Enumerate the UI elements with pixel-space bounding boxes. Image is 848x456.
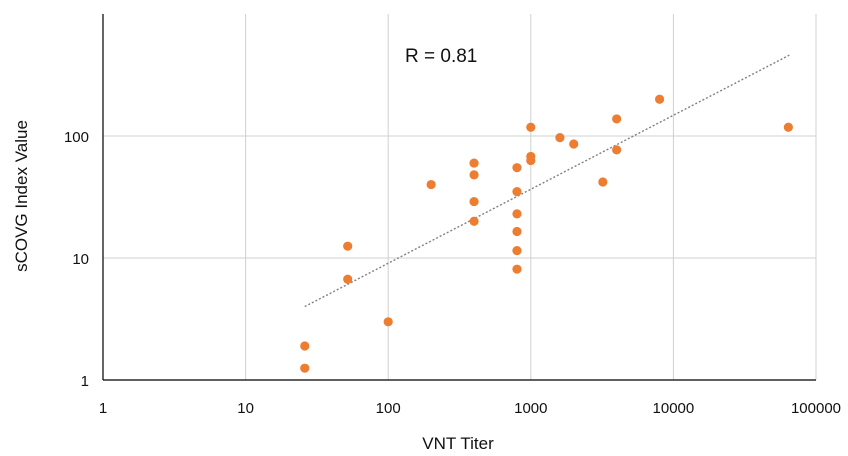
data-point bbox=[512, 187, 522, 197]
y-tick-label: 100 bbox=[64, 129, 89, 146]
y-tick-label: 10 bbox=[72, 251, 89, 268]
data-point bbox=[612, 114, 622, 124]
x-tick-label: 1000 bbox=[514, 400, 547, 417]
x-tick-label: 100 bbox=[376, 400, 401, 417]
y-tick-label: 1 bbox=[81, 373, 89, 390]
grid-lines bbox=[103, 14, 817, 380]
data-point bbox=[569, 139, 579, 149]
tick-labels: 1 10 100 1000 10000 100000 1 10 100 bbox=[64, 129, 841, 417]
data-point bbox=[598, 177, 608, 187]
x-tick-label: 10000 bbox=[653, 400, 695, 417]
y-axis-title: sCOVG Index Value bbox=[12, 120, 31, 272]
data-point bbox=[426, 179, 436, 190]
data-point bbox=[383, 317, 393, 327]
data-point bbox=[526, 122, 536, 132]
correlation-annotation: R = 0.81 bbox=[405, 46, 477, 67]
data-point bbox=[555, 133, 565, 143]
data-point bbox=[512, 245, 522, 256]
data-point bbox=[469, 216, 479, 226]
data-point bbox=[512, 264, 522, 274]
data-point bbox=[300, 363, 310, 373]
x-tick-label: 1 bbox=[99, 400, 107, 417]
data-points bbox=[300, 94, 793, 373]
data-point bbox=[469, 170, 479, 180]
data-point bbox=[300, 341, 310, 351]
data-point bbox=[343, 274, 353, 284]
data-point bbox=[512, 163, 522, 173]
data-point bbox=[343, 241, 353, 251]
data-point bbox=[469, 158, 479, 168]
x-tick-label: 100000 bbox=[791, 400, 841, 417]
data-point bbox=[469, 196, 479, 207]
trendline bbox=[304, 54, 790, 308]
data-point bbox=[654, 94, 665, 104]
trendline-group bbox=[304, 54, 790, 308]
data-point bbox=[512, 226, 522, 237]
x-tick-label: 10 bbox=[237, 400, 254, 417]
data-point bbox=[612, 145, 622, 155]
x-axis-title: VNT Titer bbox=[422, 434, 494, 453]
data-point bbox=[526, 155, 536, 166]
axes bbox=[102, 14, 816, 381]
data-point bbox=[783, 122, 793, 132]
data-point bbox=[512, 209, 522, 219]
